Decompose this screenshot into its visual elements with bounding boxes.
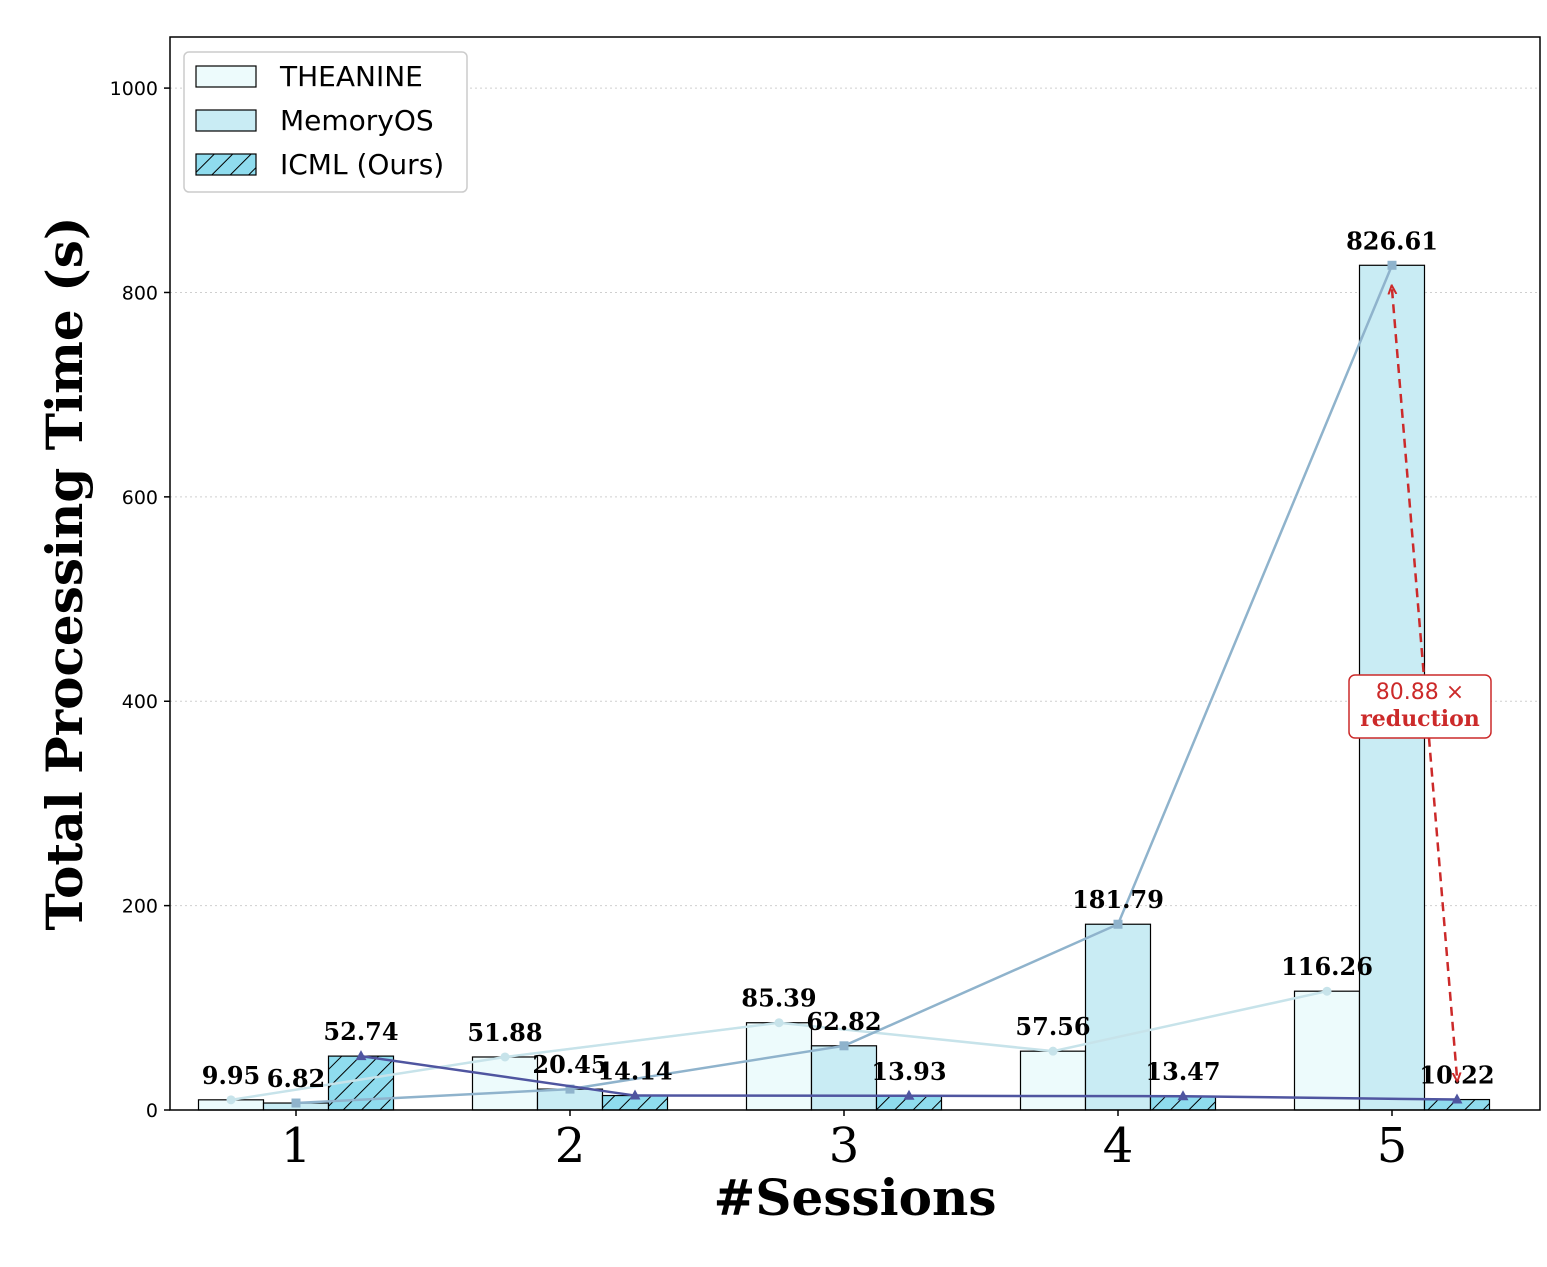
point-marker — [565, 1084, 575, 1094]
legend-swatch — [195, 65, 257, 88]
point-marker — [500, 1052, 510, 1062]
trend-lines — [226, 260, 1463, 1108]
x-tick-label: 3 — [829, 1118, 860, 1174]
legend-swatch — [195, 109, 257, 132]
x-tick-label: 4 — [1103, 1118, 1134, 1174]
trend-line-memoryos — [295, 264, 1394, 1105]
data-label: 62.82 — [806, 1007, 881, 1036]
bar-memoryos-3 — [810, 1045, 878, 1111]
y-tick-label: 800 — [122, 282, 158, 304]
data-labels: 9.95 51.88 85.39 57.56 116.26 6.82 20.45 62.82 1… — [202, 226, 1495, 1093]
y-tick-label: 400 — [122, 691, 158, 713]
point-marker — [1113, 919, 1123, 929]
axes: 0 200 400 600 800 1000 1 2 3 4 5 — [110, 36, 1541, 1174]
point-marker — [355, 1050, 367, 1061]
point-marker — [1322, 986, 1332, 996]
point-marker — [629, 1089, 641, 1100]
point-marker — [226, 1095, 236, 1105]
point-marker — [291, 1098, 301, 1108]
point-marker — [1451, 1093, 1463, 1104]
point-marker — [1048, 1046, 1058, 1056]
point-marker — [1387, 260, 1397, 270]
x-axis-title: #Sessions — [714, 1168, 997, 1227]
data-label: 85.39 — [741, 984, 816, 1013]
y-tick-label: 0 — [146, 1100, 158, 1122]
bar-theanine-4 — [1019, 1050, 1087, 1111]
data-label: 14.14 — [597, 1057, 672, 1086]
data-label: 116.26 — [1281, 952, 1373, 981]
data-label: 13.47 — [1145, 1057, 1220, 1086]
data-label: 51.88 — [467, 1018, 542, 1047]
bar-memoryos-4 — [1084, 923, 1152, 1111]
x-tick-label: 5 — [1377, 1118, 1408, 1174]
point-marker — [903, 1089, 915, 1100]
data-label: 6.82 — [267, 1064, 325, 1093]
bar-theanine-5 — [1293, 990, 1361, 1111]
bar-theanine-2 — [471, 1056, 539, 1111]
legend-label: ICML (Ours) — [280, 148, 444, 181]
bars — [197, 264, 1491, 1111]
data-label: 826.61 — [1346, 226, 1438, 255]
point-marker — [839, 1041, 849, 1051]
legend-label: MemoryOS — [280, 104, 434, 137]
data-label: 13.93 — [871, 1057, 946, 1086]
y-tick-label: 600 — [122, 487, 158, 509]
annotation-box — [1348, 674, 1492, 739]
x-tick-label: 2 — [555, 1118, 586, 1174]
annotation-ratio: 80.88 × — [1376, 680, 1464, 705]
y-tick-label: 1000 — [110, 78, 158, 100]
x-tick-label: 1 — [281, 1118, 312, 1174]
plot-frame — [169, 36, 1541, 1111]
legend: THEANINE MemoryOS ICML (Ours) — [183, 51, 468, 193]
legend-label: THEANINE — [279, 60, 423, 93]
data-label: 9.95 — [202, 1061, 260, 1090]
annotation-label: reduction — [1360, 706, 1480, 732]
point-marker — [774, 1018, 784, 1028]
legend-swatch — [195, 153, 257, 176]
data-label: 20.45 — [532, 1050, 607, 1079]
reduction-annotation: 80.88 ×reduction — [1348, 289, 1492, 1077]
data-label: 57.56 — [1015, 1012, 1090, 1041]
data-label: 181.79 — [1072, 885, 1164, 914]
data-label: 52.74 — [323, 1017, 398, 1046]
point-marker — [1177, 1090, 1189, 1101]
y-tick-label: 200 — [122, 896, 158, 918]
y-axis-title: Total Processing Time (s) — [35, 216, 94, 930]
